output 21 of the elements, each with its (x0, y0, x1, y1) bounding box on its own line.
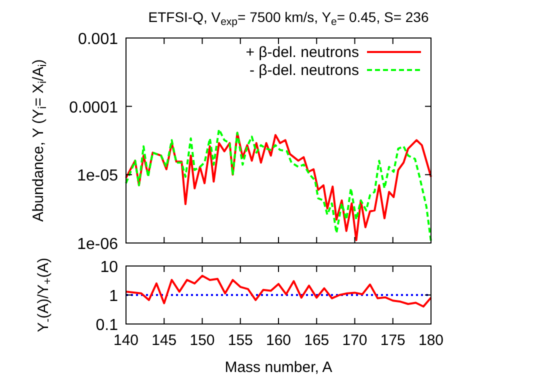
line-series (125, 274, 432, 308)
y-tick-label: 1 (109, 288, 118, 305)
y-tick-label: 10 (100, 259, 118, 276)
x-tick-label: 175 (380, 332, 406, 349)
x-tick-label: 155 (228, 332, 253, 349)
y-tick-label: 1e-05 (77, 168, 118, 185)
x-tick-label: 140 (113, 332, 139, 349)
chart-title: ETFSI-Q, V$_{exp}$= 7500 km/s, Y$_{e}$= 0.45, S= 236 (148, 9, 429, 28)
legend-label: + β-del. neutrons (246, 44, 359, 61)
x-tick-label: 165 (304, 332, 330, 349)
y-tick-label: 0.1 (96, 317, 118, 334)
x-tick-label: 180 (418, 332, 444, 349)
x-tick-label: 160 (266, 332, 292, 349)
y-tick-label: 1e-06 (77, 236, 118, 253)
y-tick-label: 0.0001 (69, 99, 118, 116)
x-tick-label: 170 (342, 332, 368, 349)
x-tick-label: 150 (190, 332, 215, 349)
x-tick-label: 145 (152, 332, 177, 349)
legend-label: - β-del. neutrons (249, 62, 359, 79)
y-tick-label: 0.001 (78, 31, 118, 48)
x-axis-title: Mass number, A (224, 359, 332, 376)
